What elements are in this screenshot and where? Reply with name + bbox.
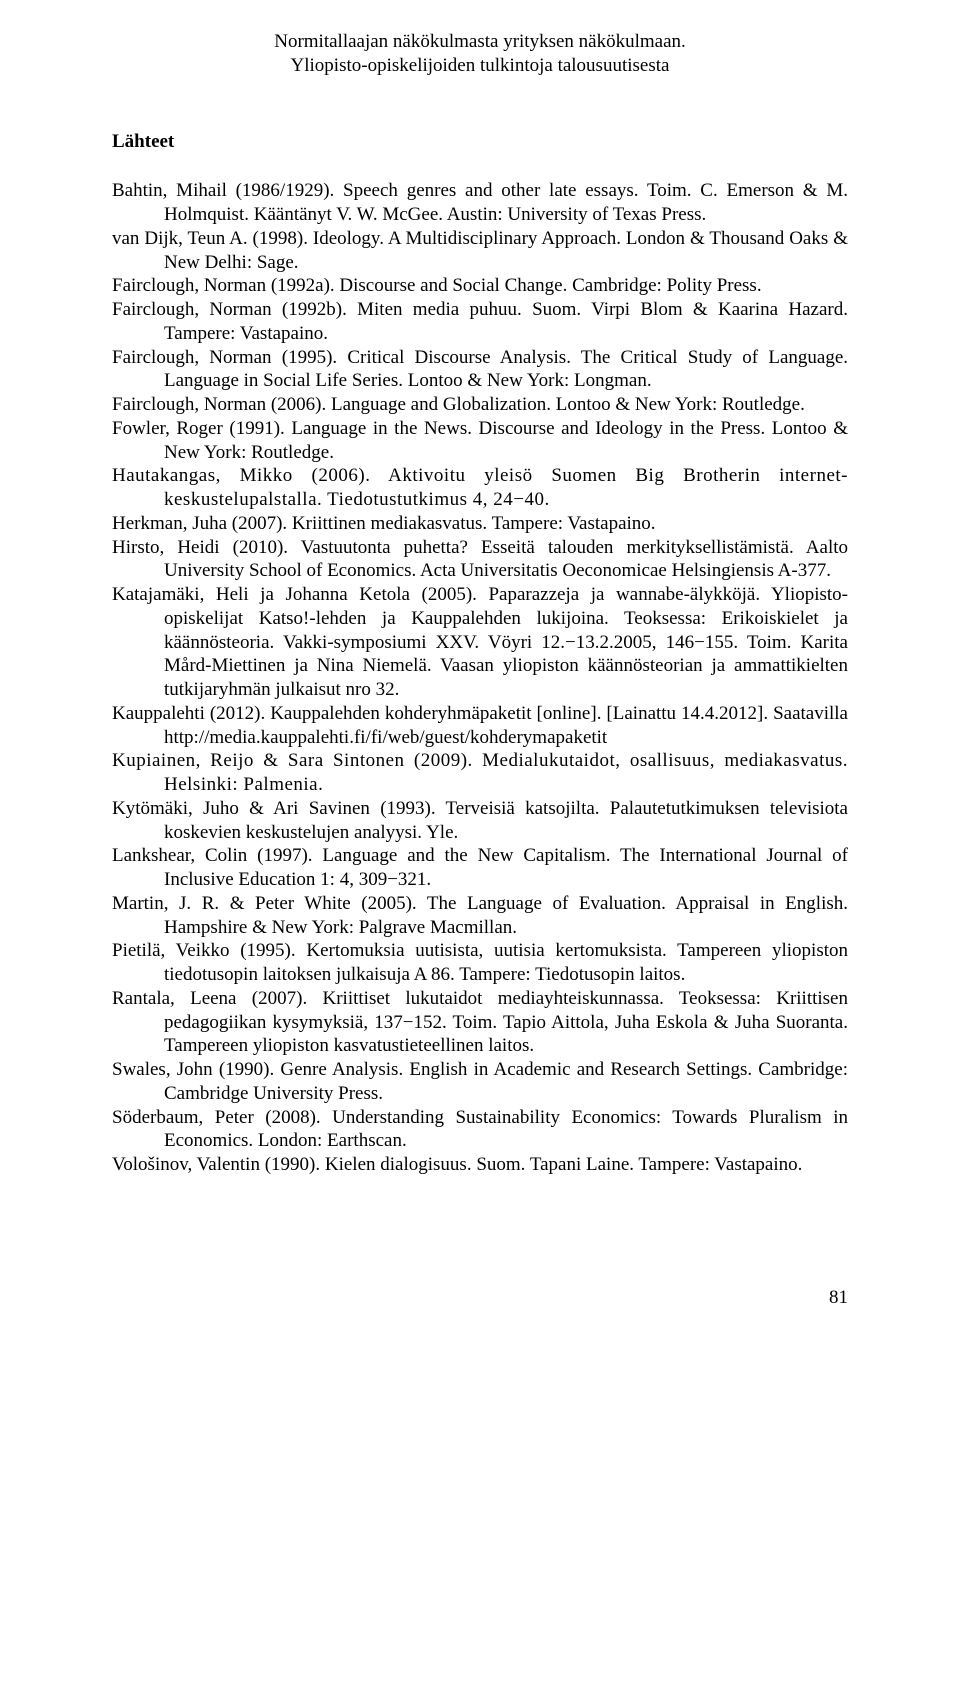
reference-entry: Fairclough, Norman (1995). Critical Disc… (112, 346, 848, 394)
reference-entry: Kytömäki, Juho & Ari Savinen (1993). Ter… (112, 797, 848, 845)
reference-entry: Kauppalehti (2012). Kauppalehden kohdery… (112, 702, 848, 750)
reference-entry: van Dijk, Teun A. (1998). Ideology. A Mu… (112, 227, 848, 275)
references-list: Bahtin, Mihail (1986/1929). Speech genre… (112, 179, 848, 1177)
reference-entry: Söderbaum, Peter (2008). Understanding S… (112, 1106, 848, 1154)
running-header-line-2: Yliopisto-opiskelijoiden tulkintoja talo… (112, 54, 848, 78)
reference-entry: Katajamäki, Heli ja Johanna Ketola (2005… (112, 583, 848, 702)
reference-entry: Vološinov, Valentin (1990). Kielen dialo… (112, 1153, 848, 1177)
reference-entry: Hirsto, Heidi (2010). Vastuutonta puhett… (112, 536, 848, 584)
document-page: Normitallaajan näkökulmasta yrityksen nä… (0, 0, 960, 1357)
reference-entry: Fairclough, Norman (1992b). Miten media … (112, 298, 848, 346)
reference-entry: Lankshear, Colin (1997). Language and th… (112, 844, 848, 892)
reference-entry: Martin, J. R. & Peter White (2005). The … (112, 892, 848, 940)
reference-entry: Rantala, Leena (2007). Kriittiset lukuta… (112, 987, 848, 1058)
reference-entry: Fairclough, Norman (1992a). Discourse an… (112, 274, 848, 298)
reference-entry: Fowler, Roger (1991). Language in the Ne… (112, 417, 848, 465)
spacer (112, 153, 848, 179)
section-title-references: Lähteet (112, 130, 848, 154)
reference-entry: Bahtin, Mihail (1986/1929). Speech genre… (112, 179, 848, 227)
reference-entry: Hautakangas, Mikko (2006). Aktivoitu yle… (112, 464, 848, 512)
reference-entry: Pietilä, Veikko (1995). Kertomuksia uuti… (112, 939, 848, 987)
page-number: 81 (112, 1287, 848, 1309)
reference-entry: Swales, John (1990). Genre Analysis. Eng… (112, 1058, 848, 1106)
reference-entry: Kupiainen, Reijo & Sara Sintonen (2009).… (112, 749, 848, 797)
reference-entry: Herkman, Juha (2007). Kriittinen mediaka… (112, 512, 848, 536)
running-header-line-1: Normitallaajan näkökulmasta yrityksen nä… (112, 30, 848, 54)
reference-entry: Fairclough, Norman (2006). Language and … (112, 393, 848, 417)
